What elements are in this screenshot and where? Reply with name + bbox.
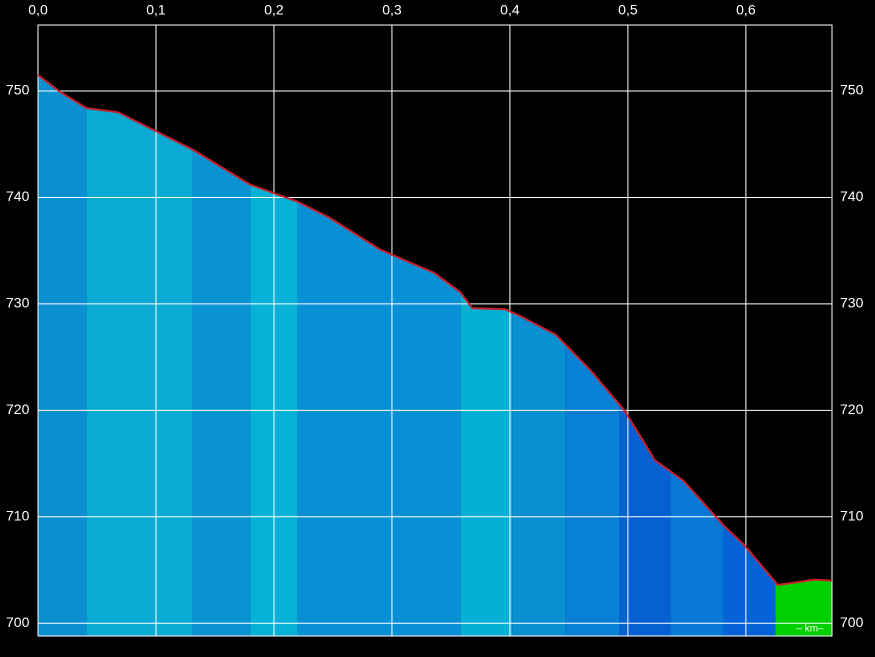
x-tick-label: 0,3 bbox=[382, 2, 402, 18]
y-tick-label: 730 bbox=[6, 295, 30, 311]
grid bbox=[37, 24, 833, 637]
slope-segment bbox=[460, 75, 513, 636]
x-tick-label: 0,1 bbox=[146, 2, 166, 18]
plot-frame bbox=[37, 24, 833, 637]
slope-segment bbox=[619, 75, 671, 636]
slope-segment bbox=[297, 75, 461, 636]
y-tick-label: 720 bbox=[6, 401, 30, 417]
y-tick-label: 740 bbox=[6, 188, 30, 204]
y-tick-label-right: 710 bbox=[840, 507, 864, 523]
slope-segment bbox=[775, 75, 832, 636]
slope-segment bbox=[86, 75, 193, 636]
x-unit-label: – km– bbox=[796, 624, 824, 635]
area-fill bbox=[38, 75, 832, 636]
y-tick-label-right: 720 bbox=[840, 401, 864, 417]
x-tick-label: 0,0 bbox=[28, 2, 48, 18]
y-tick-label: 700 bbox=[6, 614, 30, 630]
slope-segment bbox=[512, 75, 566, 636]
y-tick-label: 710 bbox=[6, 507, 30, 523]
y-tick-label-right: 750 bbox=[840, 82, 864, 98]
slope-segment bbox=[565, 75, 620, 636]
slope-segment bbox=[723, 75, 776, 636]
y-tick-label: 750 bbox=[6, 82, 30, 98]
slope-segment bbox=[38, 75, 87, 636]
x-tick-label: 0,4 bbox=[500, 2, 520, 18]
x-tick-label: 0,2 bbox=[264, 2, 284, 18]
y-tick-label-right: 700 bbox=[840, 614, 864, 630]
x-tick-label: 0,6 bbox=[736, 2, 756, 18]
foreground: 700 700 710 710 720 720 730 730 740 740 750 750 0,0 0… bbox=[6, 2, 864, 630]
profile-line bbox=[37, 74, 833, 586]
y-tick-label-right: 730 bbox=[840, 295, 864, 311]
slope-segment bbox=[192, 75, 251, 636]
x-tick-label: 0,5 bbox=[618, 2, 638, 18]
y-tick-label-right: 740 bbox=[840, 188, 864, 204]
slope-segment bbox=[670, 75, 724, 636]
